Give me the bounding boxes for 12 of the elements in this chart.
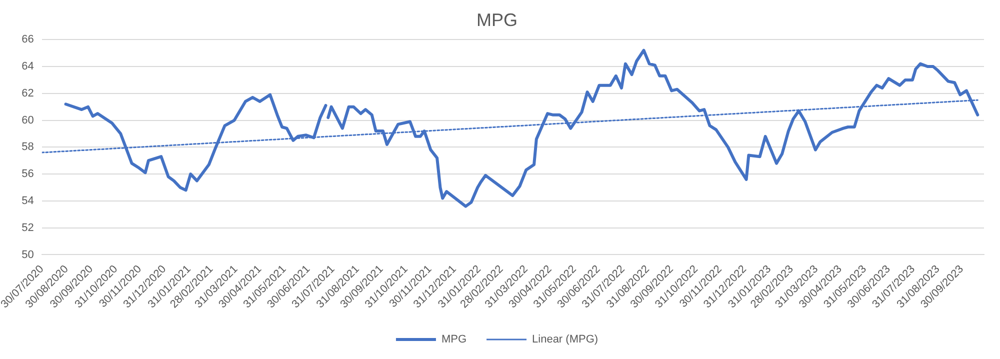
y-tick-label: 50	[22, 248, 34, 261]
y-tick-label: 62	[22, 87, 34, 100]
legend-label: Linear (MPG)	[532, 334, 598, 346]
legend-label: MPG	[441, 334, 467, 346]
chart-title: MPG	[476, 10, 518, 30]
y-tick-label: 54	[22, 194, 34, 207]
y-tick-label: 66	[22, 34, 34, 46]
y-tick-label: 52	[22, 222, 34, 234]
y-tick-label: 64	[22, 60, 34, 73]
y-tick-label: 60	[22, 114, 34, 126]
y-tick-label: 58	[22, 141, 34, 154]
y-tick-label: 56	[22, 168, 34, 180]
